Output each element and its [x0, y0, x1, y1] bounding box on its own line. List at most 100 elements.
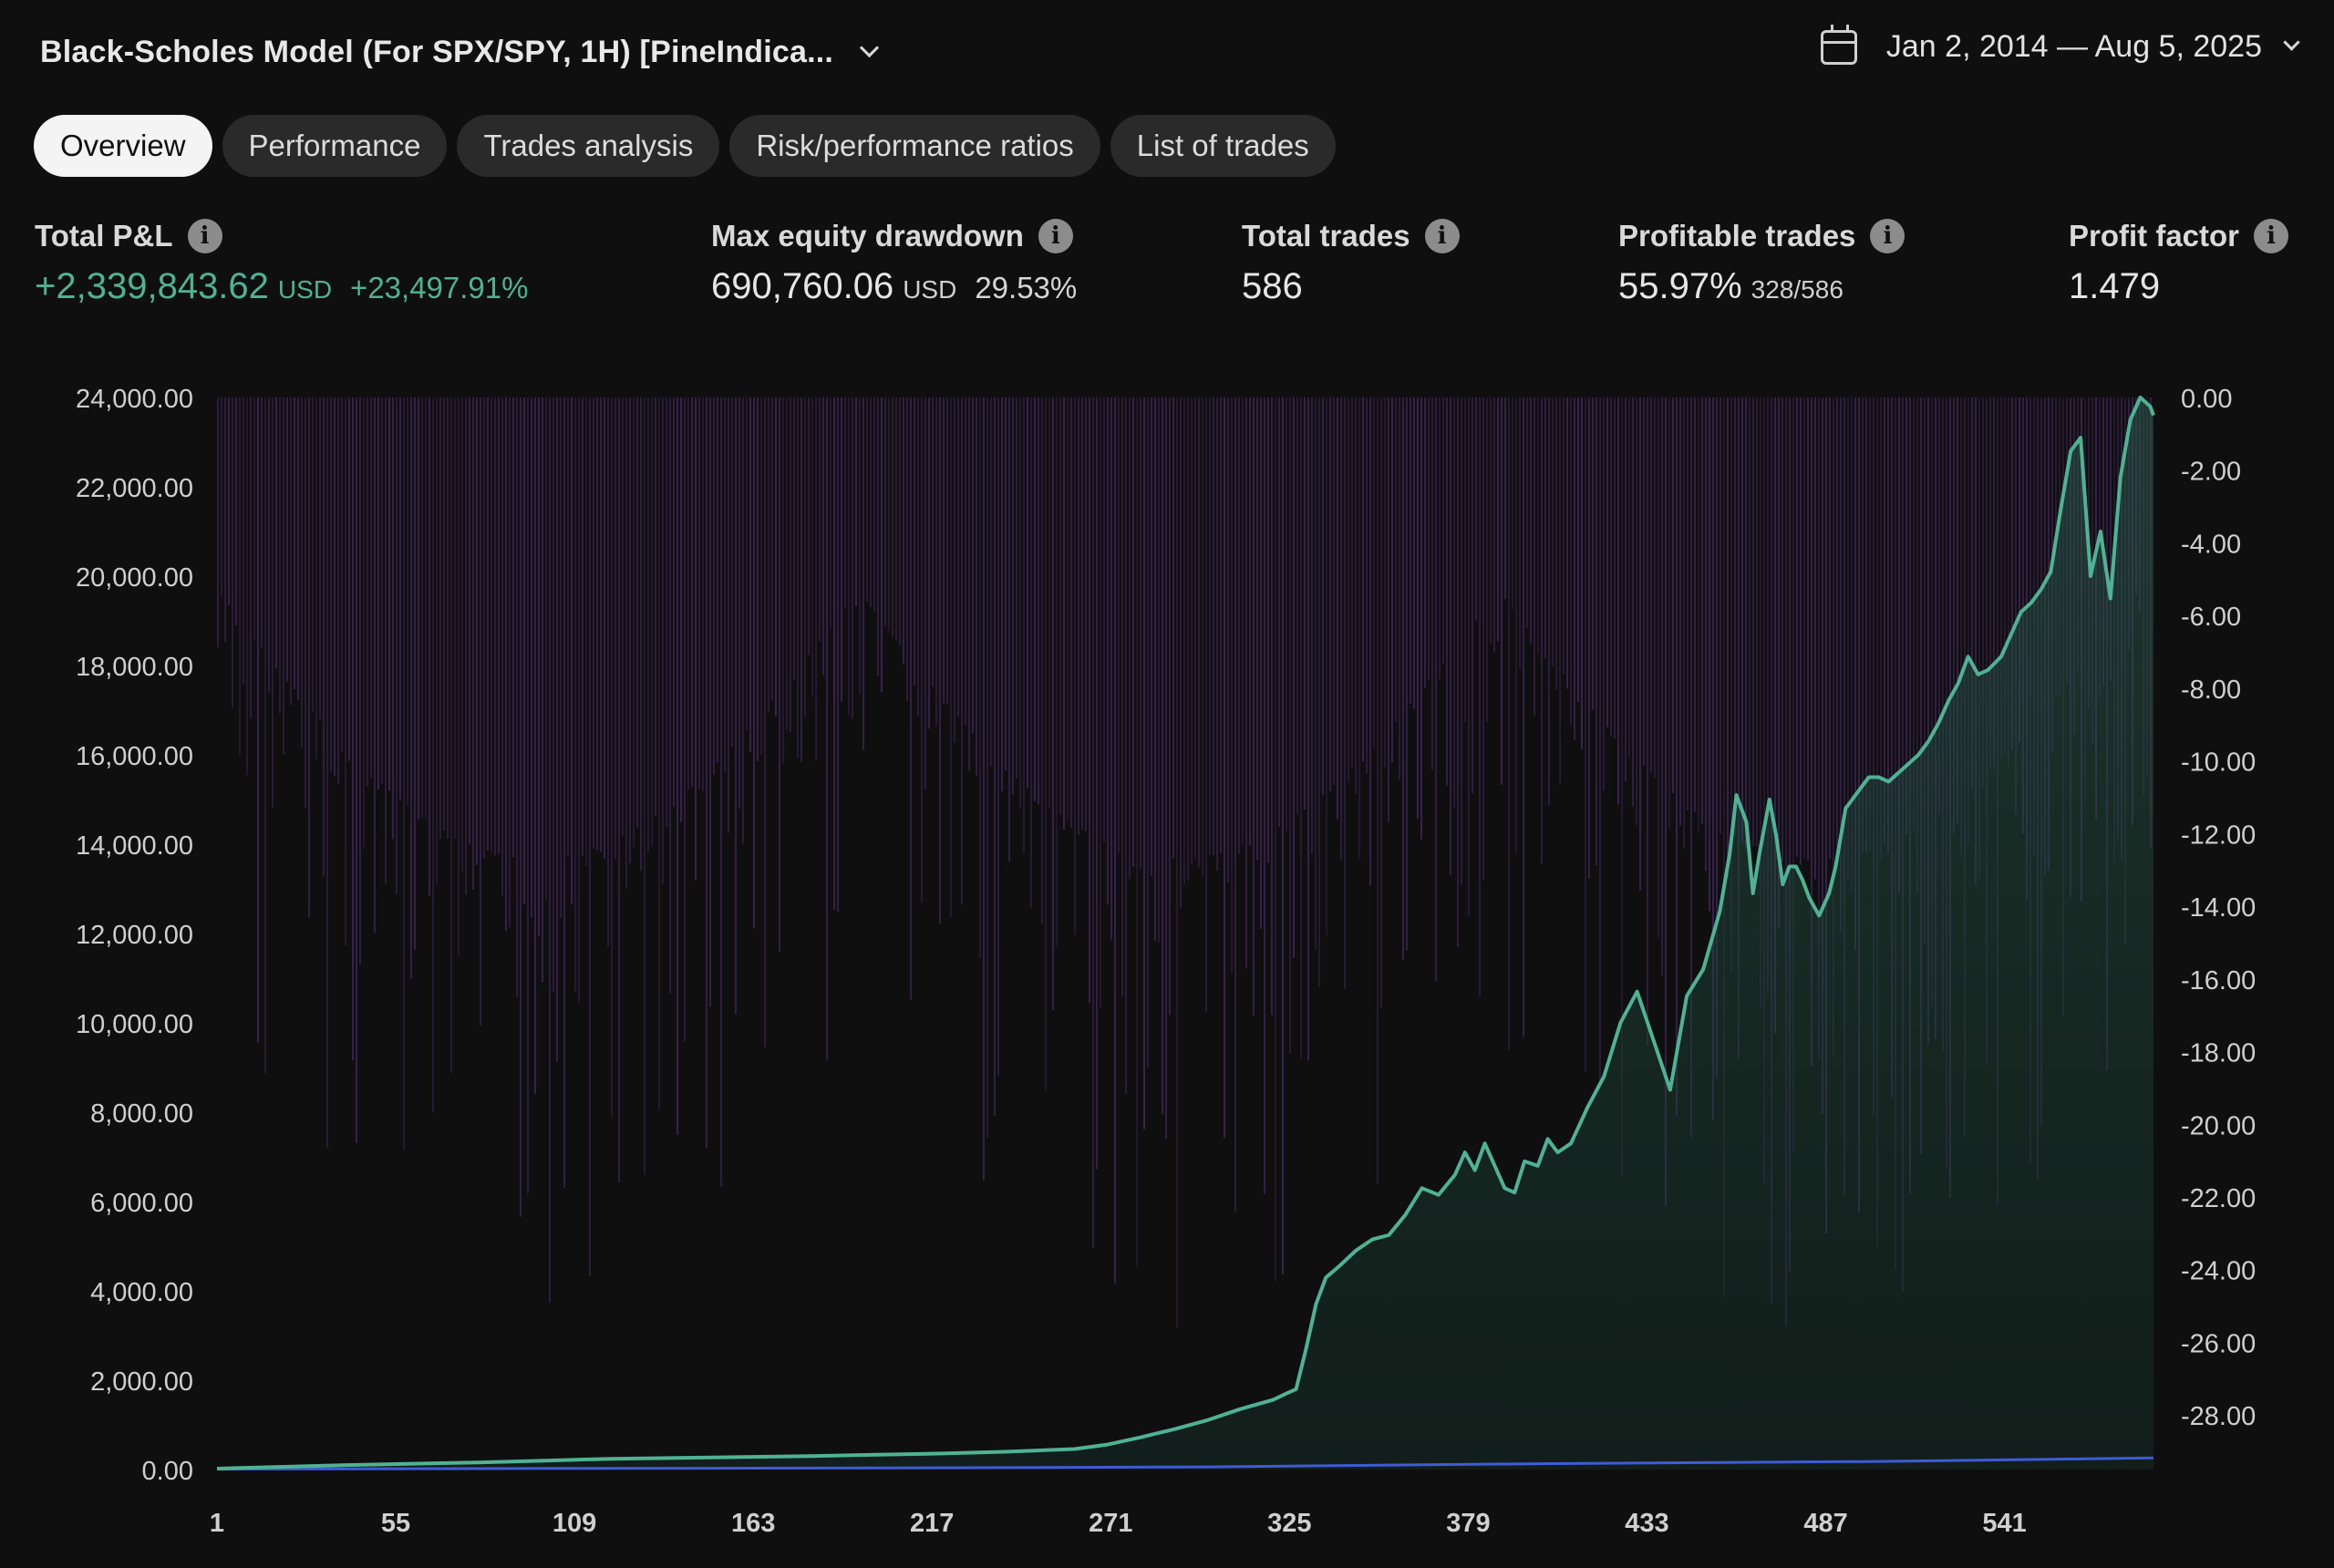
drawdown-bar	[1450, 397, 1451, 875]
drawdown-bar	[994, 397, 996, 1116]
drawdown-bar	[924, 397, 926, 789]
drawdown-bar	[305, 397, 306, 809]
drawdown-bar	[837, 397, 839, 913]
tab-overview[interactable]: Overview	[34, 115, 212, 177]
tab-trades-analysis[interactable]: Trades analysis	[457, 115, 720, 177]
drawdown-bar	[815, 397, 817, 761]
x-axis-tick: 271	[1089, 1509, 1132, 1538]
drawdown-bar	[990, 397, 992, 767]
drawdown-bar	[1070, 397, 1072, 829]
drawdown-bar	[323, 397, 325, 876]
drawdown-bar	[961, 397, 963, 905]
metric-label: Profit factor	[2069, 219, 2240, 253]
drawdown-bar	[261, 397, 263, 649]
drawdown-bar	[1982, 397, 1984, 787]
drawdown-bar	[706, 397, 707, 1149]
tab-performance[interactable]: Performance	[222, 115, 448, 177]
drawdown-bar	[1632, 397, 1634, 807]
drawdown-bar	[1497, 397, 1499, 642]
drawdown-bar	[1873, 397, 1874, 1116]
metric-label: Total trades	[1242, 219, 1410, 253]
drawdown-bar	[531, 397, 532, 918]
drawdown-bar	[1548, 397, 1550, 806]
drawdown-bar	[1271, 397, 1273, 1016]
chevron-down-icon[interactable]	[859, 37, 880, 58]
tab-list-of-trades[interactable]: List of trades	[1110, 115, 1336, 177]
drawdown-bar	[1679, 397, 1681, 826]
date-range-picker[interactable]: Jan 2, 2014 — Aug 5, 2025	[1820, 24, 2300, 65]
drawdown-bar	[571, 397, 573, 904]
drawdown-bar	[326, 397, 328, 1149]
drawdown-bar	[377, 397, 379, 789]
equity-chart[interactable]: 24,000.0022,000.0020,000.0018,000.0016,0…	[0, 365, 2334, 1568]
drawdown-bar	[1307, 397, 1309, 1061]
drawdown-bar	[830, 397, 831, 629]
drawdown-bar	[257, 397, 259, 1043]
drawdown-bar	[731, 397, 733, 748]
right-axis-tick: -16.00	[2181, 966, 2256, 995]
drawdown-bar	[720, 397, 722, 1187]
drawdown-bar	[892, 397, 893, 637]
drawdown-bar	[1978, 397, 1980, 879]
x-axis-tick: 379	[1446, 1509, 1490, 1538]
drawdown-bar	[1045, 397, 1047, 1091]
metric-label: Total P&L	[35, 219, 173, 253]
drawdown-bar	[439, 397, 441, 840]
drawdown-bar	[1282, 397, 1284, 1274]
info-icon[interactable]: i	[1870, 219, 1905, 253]
drawdown-bar	[1639, 397, 1641, 891]
drawdown-bar	[1785, 397, 1787, 1326]
tab-risk-performance-ratios[interactable]: Risk/performance ratios	[729, 115, 1100, 177]
drawdown-bar	[899, 397, 901, 645]
drawdown-bar	[968, 397, 970, 771]
drawdown-bar	[680, 397, 682, 822]
drawdown-bar	[1647, 397, 1648, 1047]
drawdown-bar	[232, 397, 233, 709]
drawdown-bar	[2011, 397, 2013, 750]
metric-total-trades: Total trades i 586	[1242, 219, 1460, 307]
drawdown-bar	[983, 397, 985, 1181]
drawdown-bar	[301, 397, 303, 748]
drawdown-bar	[1975, 397, 1977, 885]
drawdown-bar	[914, 397, 915, 686]
drawdown-bar	[582, 397, 584, 856]
drawdown-bar	[1132, 397, 1134, 867]
drawdown-bar	[1716, 397, 1718, 1079]
drawdown-bar	[1180, 397, 1182, 909]
drawdown-bar	[1453, 397, 1455, 809]
drawdown-bar	[1431, 397, 1433, 770]
drawdown-bar	[1880, 397, 1882, 859]
drawdown-bar	[556, 397, 558, 1062]
drawdown-bar	[1417, 397, 1419, 820]
info-icon[interactable]: i	[2254, 219, 2289, 253]
drawdown-bar	[757, 397, 759, 762]
drawdown-bar	[1665, 397, 1667, 1206]
drawdown-bar	[1993, 397, 1995, 768]
drawdown-bar	[421, 397, 423, 819]
chevron-down-icon[interactable]	[2283, 34, 2300, 51]
max-drawdown-currency: USD	[903, 275, 957, 304]
info-icon[interactable]: i	[1038, 219, 1073, 253]
left-axis-tick: 8,000.00	[90, 1099, 193, 1129]
info-icon[interactable]: i	[187, 219, 222, 253]
drawdown-bar	[253, 397, 255, 641]
drawdown-bar	[1760, 397, 1761, 1011]
left-axis-tick: 4,000.00	[90, 1278, 193, 1307]
metric-label: Max equity drawdown	[711, 219, 1024, 253]
drawdown-bar	[491, 397, 492, 852]
drawdown-bar	[1439, 397, 1441, 679]
drawdown-bar	[381, 397, 383, 784]
strategy-selector[interactable]: Black-Scholes Model (For SPX/SPY, 1H) [P…	[40, 35, 880, 70]
right-axis-tick: -14.00	[2181, 893, 2256, 923]
drawdown-bar	[1559, 397, 1561, 785]
info-icon[interactable]: i	[1424, 219, 1460, 253]
drawdown-bar	[1165, 397, 1167, 1140]
drawdown-bar	[1154, 397, 1156, 942]
profitable-trades-value: 55.97%	[1618, 266, 1742, 306]
drawdown-bar	[1650, 397, 1652, 773]
drawdown-bar	[1110, 397, 1112, 940]
drawdown-bar	[1001, 397, 1003, 792]
drawdown-bar	[1767, 397, 1769, 995]
drawdown-bar	[352, 397, 354, 1061]
drawdown-bar	[822, 397, 824, 676]
